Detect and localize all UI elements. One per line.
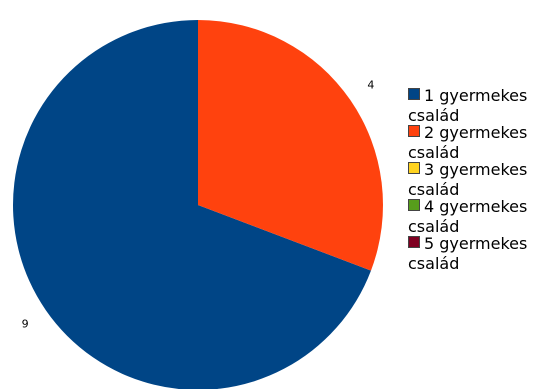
legend-label: 4 gyermekes család — [408, 197, 528, 236]
legend-swatch — [408, 88, 420, 100]
legend-label: 3 gyermekes család — [408, 160, 528, 199]
legend-entry: 3 gyermekes család — [408, 160, 548, 200]
legend-entry: 5 gyermekes család — [408, 234, 548, 274]
legend-swatch — [408, 236, 420, 248]
pie-slice — [198, 20, 383, 271]
legend-label: 1 gyermekes család — [408, 86, 528, 125]
legend-entry: 4 gyermekes család — [408, 197, 548, 237]
legend-swatch — [408, 162, 420, 174]
legend-entry: 2 gyermekes család — [408, 123, 548, 163]
value-label: 9 — [22, 317, 29, 330]
value-label: 4 — [367, 79, 374, 92]
legend-swatch — [408, 125, 420, 137]
legend-swatch — [408, 199, 420, 211]
pie-slice — [13, 20, 371, 389]
legend-label: 2 gyermekes család — [408, 123, 528, 162]
legend-label: 5 gyermekes család — [408, 234, 528, 273]
legend-entry: 1 gyermekes család — [408, 86, 548, 126]
